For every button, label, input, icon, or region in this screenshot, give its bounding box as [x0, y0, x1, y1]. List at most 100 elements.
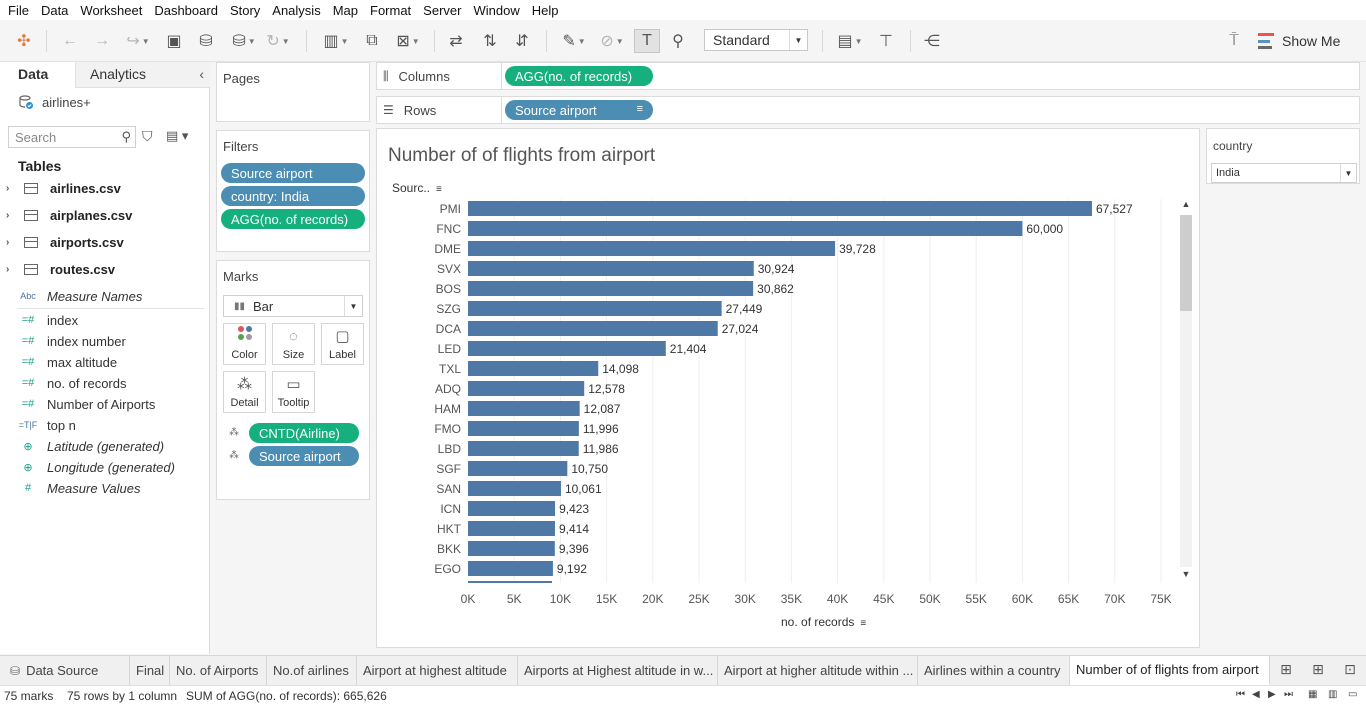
rows-pill-source-airport[interactable]: Source airport ≡ [505, 100, 653, 120]
tab-data[interactable]: Data [0, 62, 76, 88]
sheet-tab[interactable]: Airport at highest altitude [357, 656, 518, 685]
category-label[interactable]: LED [438, 342, 462, 356]
new-dashboard-icon[interactable]: ⊞ [1312, 661, 1324, 677]
bar[interactable] [468, 401, 580, 416]
menu-window[interactable]: Window [473, 2, 520, 18]
filter-pill-source-airport[interactable]: Source airport [221, 163, 365, 183]
sheet-tab[interactable]: No.of airlines [267, 656, 357, 685]
table-item[interactable]: › airplanes.csv [6, 205, 132, 225]
grid-view-icon[interactable]: ▦ [1308, 689, 1318, 700]
category-label[interactable]: ICN [440, 502, 461, 516]
new-worksheet-icon[interactable]: ▥ ▼ [323, 33, 349, 50]
detail-card[interactable]: ⁂ Detail [223, 371, 266, 413]
category-label[interactable]: ADQ [435, 382, 461, 396]
category-label[interactable]: DCA [436, 322, 461, 336]
bar[interactable] [468, 481, 561, 496]
label-card[interactable]: ▢ Label [321, 323, 364, 365]
bar[interactable] [468, 381, 585, 396]
duplicate-sheet-icon[interactable]: ⧉ [366, 32, 378, 49]
bar[interactable] [468, 241, 836, 256]
category-label[interactable]: FNC [436, 222, 461, 236]
menu-help[interactable]: Help [531, 2, 559, 18]
category-label[interactable]: HKT [437, 522, 462, 536]
rows-shelf[interactable]: ☰ Rows Source airport ≡ [376, 96, 1360, 124]
presentation-mode-icon[interactable]: ⊤ [879, 33, 893, 50]
prev-sheet-icon[interactable]: ◀ [1252, 689, 1260, 700]
chevron-right-icon[interactable]: › [6, 182, 10, 194]
pages-shelf[interactable]: Pages [216, 62, 370, 122]
new-worksheet-icon[interactable]: ⊞ [1280, 661, 1292, 677]
redo-icon[interactable]: → [94, 32, 110, 49]
category-label[interactable]: SVX [437, 262, 461, 276]
mark-type-dropdown[interactable]: ▮▮ Bar ▼ [223, 295, 363, 317]
category-label[interactable]: HAM [434, 402, 461, 416]
field-item[interactable]: ⊕ Latitude (generated) [18, 436, 164, 456]
pause-updates-icon[interactable]: ⛁ ▼ [232, 33, 256, 50]
menu-analysis[interactable]: Analysis [272, 2, 321, 18]
filmstrip-view-icon[interactable]: ▥ [1328, 689, 1338, 700]
field-item[interactable]: =# Number of Airports [18, 394, 156, 414]
category-label[interactable]: DME [434, 242, 461, 256]
row-header[interactable]: Sourc.. ≡ [392, 181, 442, 195]
filter-pill-country[interactable]: country: India [221, 186, 365, 206]
table-item[interactable]: › routes.csv [6, 259, 115, 279]
first-sheet-icon[interactable]: ⏮ [1236, 689, 1245, 700]
tabs-view-icon[interactable]: ▭ [1348, 689, 1358, 700]
bar[interactable] [468, 561, 553, 576]
fit-dropdown[interactable]: Standard ▼ [704, 29, 808, 51]
menu-worksheet[interactable]: Worksheet [80, 2, 143, 18]
bar[interactable] [468, 341, 666, 356]
table-item[interactable]: › airlines.csv [6, 178, 121, 198]
sort-ascending-icon[interactable]: ⇅ [483, 33, 497, 50]
collapse-pane-icon[interactable]: ‹ [199, 66, 204, 82]
category-label[interactable]: SZG [436, 302, 461, 316]
category-label[interactable]: TXL [439, 362, 461, 376]
columns-shelf[interactable]: ⫼ Columns AGG(no. of records) [376, 62, 1360, 90]
sort-descending-icon[interactable]: ≡ [436, 184, 442, 195]
filters-shelf[interactable]: Filters Source airport country: India AG… [216, 130, 370, 252]
field-item[interactable]: =# max altitude [18, 352, 117, 372]
field-item[interactable]: =# no. of records [18, 373, 127, 393]
refresh-icon[interactable]: ↻ ▼ [266, 33, 290, 50]
bar[interactable] [468, 321, 718, 336]
sheet-tab[interactable]: No. of Airports [170, 656, 267, 685]
menu-data[interactable]: Data [40, 2, 69, 18]
menu-file[interactable]: File [8, 2, 29, 18]
field-item[interactable]: # Measure Values [18, 478, 141, 498]
tab-analytics[interactable]: Analytics [76, 62, 210, 87]
marks-pill-cntd-airline[interactable]: CNTD(Airline) [249, 423, 359, 443]
field-item[interactable]: =# index [18, 310, 78, 330]
show-me-button[interactable]: Show Me [1258, 29, 1340, 53]
bar[interactable] [468, 441, 579, 456]
field-item[interactable]: =# index number [18, 331, 126, 351]
replay-icon[interactable]: ↪ ▼ [126, 33, 150, 50]
scroll-down-icon[interactable]: ▼ [1181, 569, 1191, 579]
chevron-right-icon[interactable]: › [6, 263, 10, 275]
tab-data-source[interactable]: ⛁ Data Source [0, 656, 130, 685]
bar[interactable] [468, 361, 599, 376]
table-item[interactable]: › airports.csv [6, 232, 124, 252]
save-icon[interactable]: ▣ [166, 33, 182, 50]
bar[interactable] [468, 221, 1023, 236]
highlight-icon[interactable]: ✎ ▼ [562, 33, 586, 50]
bar[interactable] [468, 201, 1092, 216]
search-input[interactable]: Search ⚲ [8, 126, 136, 148]
clear-sheet-icon[interactable]: ⊠ ▼ [396, 33, 420, 50]
menu-map[interactable]: Map [332, 2, 358, 18]
sort-descending-icon[interactable]: ≡ [636, 103, 643, 115]
menu-format[interactable]: Format [370, 2, 412, 18]
bar[interactable] [468, 541, 555, 556]
new-datasource-icon[interactable]: ⛁ [199, 33, 213, 50]
last-sheet-icon[interactable]: ⏭ [1284, 689, 1293, 700]
field-measure-names[interactable]: Abc Measure Names [18, 286, 142, 306]
sheet-tab[interactable]: Airlines within a country [918, 656, 1070, 685]
category-label[interactable]: BOS [436, 282, 461, 296]
bar[interactable] [468, 261, 754, 276]
category-label[interactable]: EGO [434, 562, 461, 576]
show-mark-labels-icon[interactable]: T [634, 29, 660, 53]
color-card[interactable]: Color [223, 323, 266, 365]
datasource-item[interactable]: airlines+ [18, 94, 91, 110]
sheet-tab[interactable]: Airport at higher altitude within ... [718, 656, 918, 685]
format-painter-icon[interactable]: ⍑ [1229, 32, 1239, 49]
bar[interactable] [468, 461, 568, 476]
